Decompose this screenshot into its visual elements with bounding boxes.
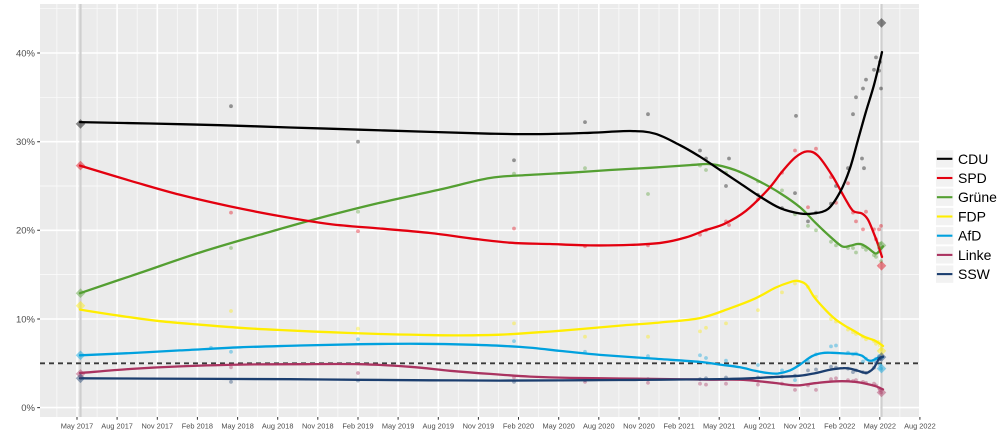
svg-text:0%: 0% [21, 403, 35, 414]
svg-text:May 2020: May 2020 [542, 422, 574, 431]
svg-text:Nov 2019: Nov 2019 [463, 422, 495, 431]
svg-text:Linke: Linke [958, 247, 992, 263]
svg-text:Nov 2017: Nov 2017 [141, 422, 173, 431]
svg-text:May 2019: May 2019 [382, 422, 414, 431]
svg-text:CDU: CDU [958, 151, 988, 167]
svg-text:May 2018: May 2018 [221, 422, 253, 431]
svg-text:May 2017: May 2017 [61, 422, 93, 431]
svg-text:40%: 40% [16, 48, 36, 59]
svg-text:SPD: SPD [958, 170, 987, 186]
svg-text:May 2021: May 2021 [703, 422, 735, 431]
svg-text:SSW: SSW [958, 266, 991, 282]
svg-text:FDP: FDP [958, 209, 986, 225]
svg-text:Aug 2022: Aug 2022 [904, 422, 936, 431]
svg-text:Nov 2021: Nov 2021 [784, 422, 816, 431]
svg-text:Feb 2021: Feb 2021 [663, 422, 694, 431]
svg-text:AfD: AfD [958, 228, 981, 244]
svg-text:20%: 20% [16, 226, 36, 237]
svg-text:Nov 2018: Nov 2018 [302, 422, 334, 431]
svg-text:Grüne: Grüne [958, 189, 997, 205]
svg-text:Aug 2018: Aug 2018 [262, 422, 294, 431]
svg-text:30%: 30% [16, 137, 36, 148]
svg-text:Feb 2018: Feb 2018 [182, 422, 213, 431]
svg-text:Aug 2019: Aug 2019 [422, 422, 454, 431]
svg-text:Aug 2017: Aug 2017 [101, 422, 133, 431]
svg-text:Nov 2020: Nov 2020 [623, 422, 655, 431]
svg-text:Feb 2022: Feb 2022 [824, 422, 855, 431]
svg-text:Feb 2020: Feb 2020 [503, 422, 534, 431]
svg-text:May 2022: May 2022 [864, 422, 896, 431]
svg-text:Feb 2019: Feb 2019 [342, 422, 373, 431]
svg-text:Aug 2021: Aug 2021 [744, 422, 776, 431]
svg-text:Aug 2020: Aug 2020 [583, 422, 615, 431]
svg-text:10%: 10% [16, 314, 36, 325]
